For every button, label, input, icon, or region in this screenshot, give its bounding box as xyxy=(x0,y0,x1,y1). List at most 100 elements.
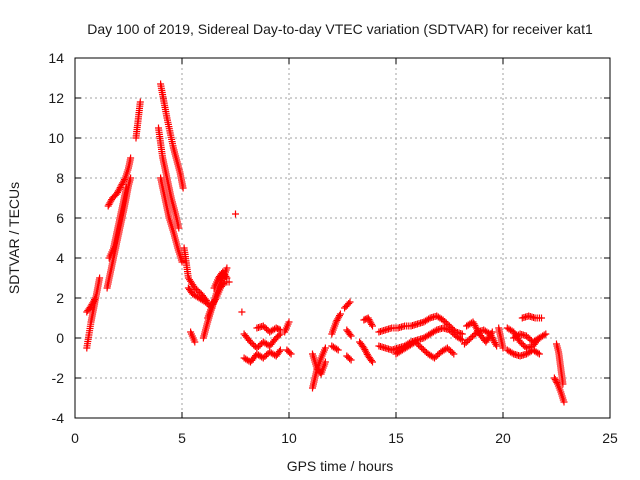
x-tick-label: 5 xyxy=(178,430,186,446)
data-point-marker xyxy=(178,258,186,266)
data-point-marker xyxy=(535,334,543,342)
data-point-marker xyxy=(347,356,355,364)
data-point-marker xyxy=(560,398,568,406)
data-point-marker xyxy=(127,154,135,162)
data-point-marker xyxy=(434,351,442,359)
data-point-marker xyxy=(261,353,269,360)
data-point-marker xyxy=(347,332,355,340)
data-point-marker xyxy=(248,340,256,347)
data-point-marker xyxy=(457,335,465,343)
data-point-marker xyxy=(334,346,342,354)
chart-title: Day 100 of 2019, Sidereal Day-to-day VTE… xyxy=(87,21,593,37)
data-point-marker xyxy=(259,322,267,330)
data-point-marker xyxy=(487,330,495,338)
data-point-marker xyxy=(362,347,370,355)
data-point-marker xyxy=(508,349,516,357)
data-point-marker xyxy=(488,328,496,336)
data-point-marker xyxy=(421,347,429,355)
data-point-marker xyxy=(333,345,341,353)
data-point-marker xyxy=(211,297,218,305)
data-point-marker xyxy=(122,184,130,192)
data-point-marker xyxy=(443,344,451,352)
data-point-marker xyxy=(136,98,144,106)
data-point-marker xyxy=(411,338,419,346)
data-point-marker xyxy=(519,341,527,349)
data-point-marker xyxy=(361,346,369,354)
data-point-marker xyxy=(540,331,548,339)
data-point-marker xyxy=(238,308,246,316)
data-point-marker xyxy=(232,210,239,218)
data-point-marker xyxy=(461,340,468,348)
data-point-marker xyxy=(462,339,470,346)
data-point-marker xyxy=(116,184,124,192)
x-axis-label: GPS time / hours xyxy=(287,458,394,474)
data-point-marker xyxy=(449,329,457,337)
data-point-marker xyxy=(418,344,426,352)
y-tick-label: 12 xyxy=(48,90,64,106)
data-point-marker xyxy=(275,331,283,339)
data-point-marker xyxy=(333,316,341,324)
data-point-marker xyxy=(321,358,329,366)
data-point-marker xyxy=(542,330,550,338)
data-point-marker xyxy=(119,179,127,187)
data-point-marker xyxy=(332,318,340,326)
data-point-marker xyxy=(275,348,283,355)
data-point-marker xyxy=(416,343,424,350)
data-point-marker xyxy=(552,377,560,385)
data-point-marker xyxy=(367,357,375,364)
data-point-marker xyxy=(210,299,218,307)
data-point-marker xyxy=(220,280,228,287)
x-tick-labels: 0 5 10 15 20 25 xyxy=(71,430,618,446)
data-point-marker xyxy=(106,199,114,207)
data-point-marker xyxy=(368,320,376,328)
data-point-marker xyxy=(285,318,293,326)
data-point-marker xyxy=(286,349,294,357)
data-point-marker xyxy=(534,349,542,357)
data-point-marker xyxy=(334,315,342,323)
data-point-marker xyxy=(365,316,373,324)
y-tick-label: 0 xyxy=(56,330,64,346)
data-point-marker xyxy=(346,355,354,363)
data-point-marker xyxy=(222,273,230,280)
data-point-marker xyxy=(363,349,370,357)
data-point-marker xyxy=(458,330,466,338)
data-point-marker xyxy=(336,310,344,318)
data-point-marker xyxy=(115,185,123,193)
x-tick-label: 10 xyxy=(281,430,297,446)
data-point-marker xyxy=(211,296,219,304)
y-tick-label: 4 xyxy=(56,250,64,266)
data-point-marker xyxy=(263,325,270,333)
data-point-marker xyxy=(492,340,500,348)
data-point-marker xyxy=(360,344,368,352)
data-point-marker xyxy=(203,300,211,307)
data-point-marker xyxy=(202,298,209,306)
data-point-marker xyxy=(191,284,199,292)
data-point-marker xyxy=(88,300,96,308)
data-point-marker xyxy=(223,274,231,282)
data-point-marker xyxy=(464,337,472,345)
data-point-marker xyxy=(253,344,261,352)
data-point-marker xyxy=(321,344,329,352)
data-point-marker xyxy=(467,334,475,342)
data-point-marker xyxy=(256,341,264,349)
data-point-marker xyxy=(345,300,353,307)
data-point-marker xyxy=(447,347,455,355)
data-point-marker xyxy=(255,343,262,350)
y-tick-label: -2 xyxy=(52,370,65,386)
y-tick-label: 6 xyxy=(56,210,64,226)
data-point-marker xyxy=(208,302,216,310)
data-point-marker xyxy=(419,346,427,353)
data-point-marker xyxy=(191,338,199,346)
y-tick-label: 8 xyxy=(56,170,64,186)
data-point-marker xyxy=(250,341,258,349)
data-point-marker xyxy=(431,354,438,362)
data-point-marker xyxy=(425,315,433,323)
data-point-marker xyxy=(516,338,524,346)
data-point-marker xyxy=(91,294,99,302)
data-point-marker xyxy=(263,351,270,359)
plot-frame xyxy=(74,57,611,419)
data-point-marker xyxy=(104,202,112,210)
data-point-marker xyxy=(499,344,507,352)
data-point-marker xyxy=(90,297,98,305)
data-point-marker xyxy=(175,224,183,232)
